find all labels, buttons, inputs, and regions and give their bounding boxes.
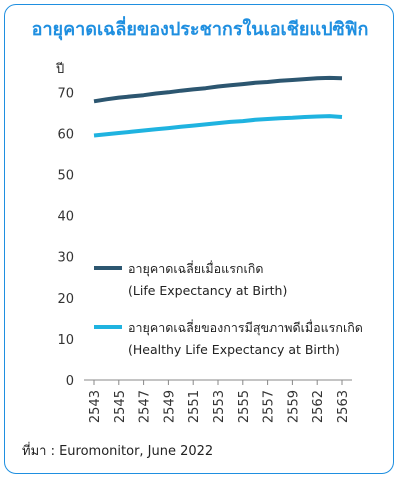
legend-label-2: อายุคาดเฉลี่ยของการมีสุขภาพดีเมื่อแรกเกิ… (128, 319, 363, 336)
series-line-1 (93, 75, 343, 104)
source-note: ที่มา : Euromonitor, June 2022 (22, 444, 214, 459)
y-tick-label: 10 (57, 333, 74, 348)
x-tick-label: 2547 (138, 390, 153, 423)
y-tick-label: 30 (57, 251, 74, 266)
x-tick-label: 2543 (88, 390, 103, 423)
x-tick-label: 2545 (113, 390, 128, 423)
legend-sublabel-1: (Life Expectancy at Birth) (128, 283, 287, 298)
x-tick-label: 2559 (286, 390, 301, 423)
x-tick-label: 2553 (212, 390, 227, 423)
y-tick-label: 60 (57, 127, 74, 142)
chart-frame (4, 4, 394, 474)
x-tick-label: 2563 (336, 390, 351, 423)
legend-label-1: อายุคาดเฉลี่ยเมื่อแรกเกิด (128, 260, 263, 277)
x-tick-label: 2555 (237, 390, 252, 423)
y-tick-label: 40 (57, 210, 74, 225)
y-tick-label: 0 (66, 374, 74, 389)
x-tick-label: 2562 (311, 390, 326, 423)
y-tick-label: 20 (57, 292, 74, 307)
series-line-2 (93, 114, 343, 138)
x-tick-label: 2557 (262, 390, 277, 423)
chart-title: อายุคาดเฉลี่ยของประชากรในเอเชียแปซิฟิก (31, 19, 369, 40)
legend-sublabel-2: (Healthy Life Expectancy at Birth) (128, 342, 340, 357)
y-axis-label: ปี (56, 62, 65, 77)
y-tick-label: 50 (57, 169, 74, 184)
x-tick-label: 2551 (187, 390, 202, 423)
y-tick-label: 70 (57, 86, 74, 101)
x-tick-label: 2549 (162, 390, 177, 423)
